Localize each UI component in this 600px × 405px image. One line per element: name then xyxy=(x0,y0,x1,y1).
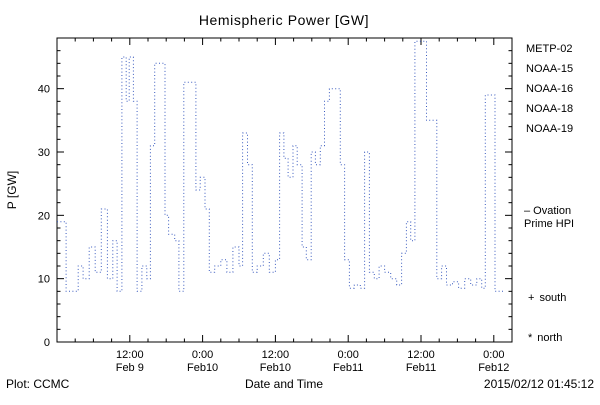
x-tick-date-label: Feb10 xyxy=(187,362,218,374)
y-axis-label: P [GW] xyxy=(5,171,19,209)
x-tick-date-label: Feb10 xyxy=(260,362,291,374)
legend-item-noaa-15: NOAA-15 xyxy=(526,63,573,75)
x-tick-date-label: Feb11 xyxy=(406,362,436,374)
plot-timestamp: 2015/02/12 01:45:12 xyxy=(484,377,594,391)
x-tick-time-label: 0:00 xyxy=(337,349,358,361)
chart-title: Hemispheric Power [GW] xyxy=(199,12,369,28)
x-tick-date-label: Feb12 xyxy=(478,362,509,374)
plus-marker-icon: + xyxy=(528,292,534,304)
legend-ovation-line1: – Ovation xyxy=(524,205,571,217)
legend-south-marker: + south xyxy=(528,292,566,304)
y-tick-label: 30 xyxy=(38,147,50,159)
legend-ovation-line2: Prime HPI xyxy=(524,218,574,230)
y-tick-label: 0 xyxy=(44,337,50,349)
hpi-step-line-series xyxy=(57,40,505,292)
legend-item-noaa-16: NOAA-16 xyxy=(526,83,573,95)
y-tick-label: 20 xyxy=(38,210,50,222)
legend-item-noaa-18: NOAA-18 xyxy=(526,103,573,115)
x-tick-time-label: 0:00 xyxy=(192,349,213,361)
x-tick-time-label: 12:00 xyxy=(116,349,144,361)
plot-credit: Plot: CCMC xyxy=(6,377,70,391)
x-tick-time-label: 12:00 xyxy=(262,349,290,361)
y-tick-label: 40 xyxy=(38,84,50,96)
asterisk-marker-icon: * xyxy=(528,332,533,344)
x-tick-time-label: 12:00 xyxy=(407,349,435,361)
legend: METP-02 NOAA-15 NOAA-16 NOAA-18 NOAA-19 … xyxy=(524,43,574,344)
x-tick-date-label: Feb11 xyxy=(333,362,363,374)
legend-item-metp-02: METP-02 xyxy=(526,43,572,55)
south-label: south xyxy=(539,292,566,304)
legend-north-marker: * north xyxy=(528,332,562,344)
x-tick-time-label: 0:00 xyxy=(483,349,504,361)
x-axis-label: Date and Time xyxy=(245,377,323,391)
x-tick-date-label: Feb 9 xyxy=(116,362,144,374)
legend-item-noaa-19: NOAA-19 xyxy=(526,123,573,135)
plot-frame xyxy=(56,37,513,343)
hpi-step-line xyxy=(57,40,505,292)
y-tick-label: 10 xyxy=(38,274,50,286)
north-label: north xyxy=(537,332,562,344)
